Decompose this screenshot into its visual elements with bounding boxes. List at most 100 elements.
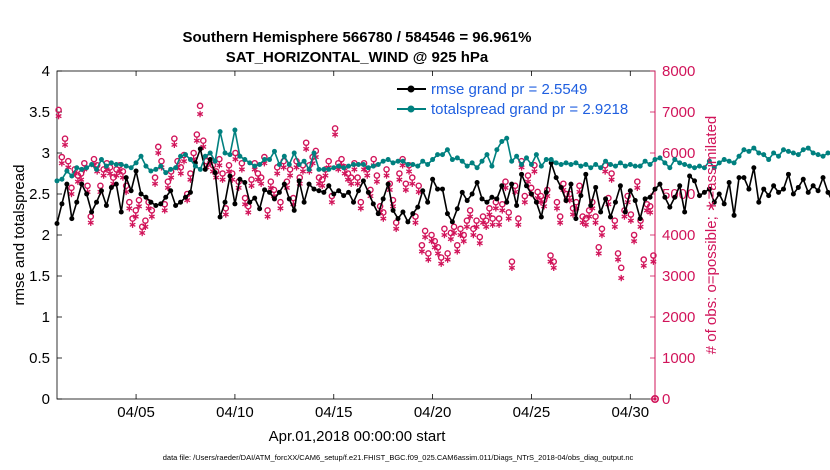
asterisk-stroke (450, 230, 458, 236)
totalspread-point (341, 165, 347, 171)
totalspread-point (563, 160, 569, 166)
totalspread-point (192, 163, 198, 169)
totalspread-point (375, 161, 381, 167)
rmse-point (696, 193, 702, 199)
obs-assimilated-point (303, 145, 310, 153)
totalspread-point (805, 145, 811, 151)
rmse-point (766, 193, 772, 199)
obs-assimilated-point (550, 264, 557, 271)
obs-assimilated-point (364, 172, 371, 179)
totalspread-point (548, 157, 554, 163)
obs-assimilated-point (531, 168, 538, 175)
obs-possible-point (592, 213, 599, 220)
asterisk-stroke (457, 232, 464, 238)
obs-possible-point (489, 215, 496, 222)
totalspread-point (553, 160, 559, 166)
obs-possible-point (595, 243, 603, 251)
obs-assimilated-point (444, 256, 451, 263)
totalspread-point (558, 161, 564, 167)
obs-assimilated-point (425, 256, 432, 263)
x-axis-label: Apr.01,2018 00:00:00 start (269, 428, 447, 445)
asterisk-stroke (251, 167, 258, 172)
rmse-point (395, 216, 401, 222)
asterisk-stroke (534, 195, 541, 201)
obs-assimilated-point (116, 168, 123, 175)
asterisk-stroke (585, 214, 593, 219)
obs-possible-point (216, 155, 223, 163)
rmse-point (365, 189, 371, 195)
totalspread-point (158, 163, 164, 169)
rmse-point (790, 191, 796, 197)
asterisk-stroke (383, 173, 390, 178)
rmse-point (336, 188, 342, 194)
obs-possible-point (232, 149, 239, 157)
plot-area (56, 70, 656, 400)
totalspread-point (538, 163, 544, 169)
totalspread-point (143, 163, 149, 169)
asterisk-stroke (502, 185, 509, 191)
obs-assimilated-point (608, 176, 615, 183)
asterisk-stroke (126, 206, 133, 211)
asterisk-stroke (611, 224, 618, 229)
obs-possible-point (534, 188, 541, 196)
obs-possible-point (219, 170, 226, 177)
asterisk-stroke (621, 214, 628, 219)
obs-assimilated-point (499, 207, 506, 214)
totalspread-point (583, 161, 589, 167)
totalspread-point (103, 163, 109, 169)
obs-assimilated-point (87, 219, 94, 226)
obs-assimilated-point (505, 215, 512, 222)
totalspread-point (657, 155, 663, 161)
obs-assimilated-point (405, 168, 413, 175)
obs-assimilated-point (380, 215, 387, 222)
obs-possible-point (193, 131, 201, 138)
obs-possible-point (630, 231, 638, 239)
obs-possible-point (302, 139, 310, 147)
asterisk-stroke (283, 185, 290, 191)
obs-assimilated-point (441, 231, 448, 239)
totalspread-point (603, 158, 609, 164)
asterisk-stroke (380, 216, 387, 221)
asterisk-stroke (637, 224, 644, 229)
totalspread-point (439, 152, 445, 158)
obs-assimilated-point (585, 213, 593, 220)
rmse-point (232, 201, 238, 207)
obs-possible-point (640, 256, 648, 263)
y-tick-label-left: 1 (42, 309, 50, 326)
asterisk-stroke (280, 165, 287, 170)
totalspread-point (608, 161, 614, 167)
obs-assimilated-point (537, 199, 544, 206)
asterisk-stroke (354, 181, 361, 186)
rmse-point (103, 202, 109, 208)
obs-assimilated-point (627, 217, 634, 224)
rmse-point (222, 199, 228, 205)
obs-assimilated-point (126, 205, 133, 212)
totalspread-point (64, 168, 70, 174)
obs-assimilated-point (412, 219, 419, 226)
asterisk-stroke (344, 177, 352, 182)
asterisk-stroke (650, 259, 657, 264)
asterisk-stroke (55, 113, 62, 119)
rmse-point (558, 184, 564, 190)
obs-assimilated-point (611, 223, 618, 230)
rmse-point (454, 206, 460, 212)
asterisk-stroke (441, 232, 448, 238)
obs-assimilated-point (547, 258, 554, 265)
obs-assimilated-point (409, 180, 416, 187)
obs-assimilated-point (650, 258, 657, 265)
rmse-point (449, 219, 455, 225)
asterisk-stroke (254, 177, 262, 182)
totalspread-point (400, 158, 406, 164)
totalspread-point (197, 166, 203, 172)
obs-assimilated-point (647, 209, 654, 216)
obs-assimilated-point (634, 184, 641, 192)
asterisk-stroke (87, 220, 94, 225)
totalspread-point (726, 158, 732, 164)
rmse-point (400, 209, 406, 215)
totalspread-point (692, 165, 698, 171)
asterisk-stroke (438, 261, 445, 266)
obs-possible-point (428, 231, 435, 239)
rmse-point (271, 196, 277, 202)
rmse-point (711, 199, 717, 205)
obs-possible-point (264, 207, 271, 214)
